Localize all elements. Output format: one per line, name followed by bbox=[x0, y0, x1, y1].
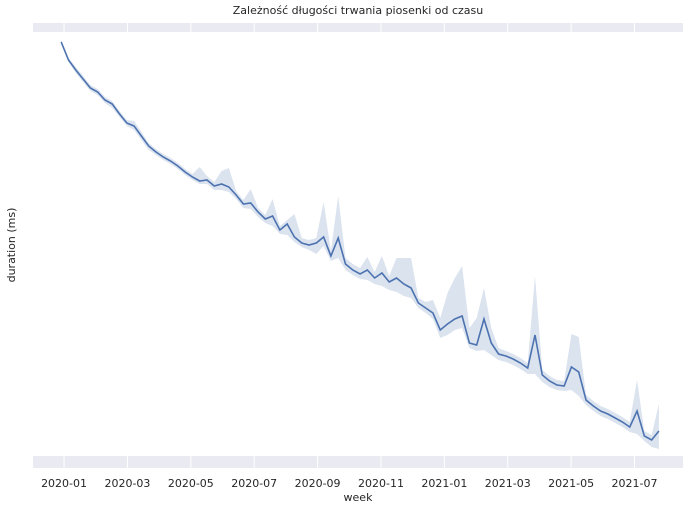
plot-area bbox=[33, 23, 683, 468]
x-tick-label: 2020-09 bbox=[295, 477, 341, 490]
plot-band-bottom bbox=[33, 456, 683, 468]
confidence-band bbox=[61, 40, 659, 449]
x-tick-label: 2021-05 bbox=[548, 477, 594, 490]
x-tick-label: 2020-07 bbox=[231, 477, 277, 490]
chart-title: Zależność długości trwania piosenki od c… bbox=[233, 4, 483, 17]
x-tick-label: 2020-01 bbox=[41, 477, 87, 490]
line bbox=[60, 41, 660, 442]
x-axis-label: week bbox=[344, 491, 374, 504]
x-tick-label: 2020-11 bbox=[358, 477, 404, 490]
y-axis-label: duration (ms) bbox=[5, 208, 18, 283]
x-tick-label: 2021-03 bbox=[485, 477, 531, 490]
x-tick-label: 2020-03 bbox=[104, 477, 150, 490]
x-tick-label: 2020-05 bbox=[168, 477, 214, 490]
x-tick-label: 2021-01 bbox=[421, 477, 467, 490]
plot-band-top bbox=[33, 23, 683, 32]
x-tick-label: 2021-07 bbox=[612, 477, 658, 490]
